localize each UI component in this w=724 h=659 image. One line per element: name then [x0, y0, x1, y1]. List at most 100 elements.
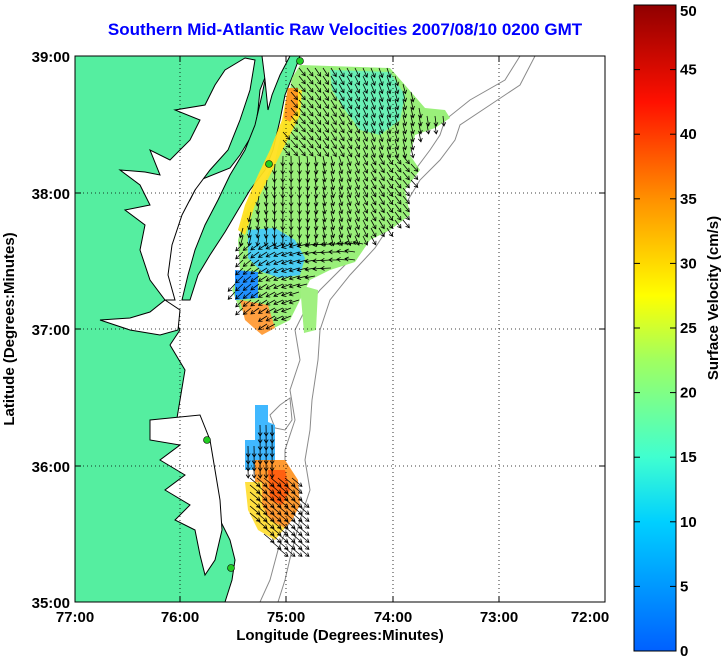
velocity-arrow [338, 123, 345, 134]
y-tick-label: 38:00 [32, 186, 70, 203]
james-river [99, 299, 181, 336]
velocity-arrow [410, 91, 415, 103]
velocity-arrow [378, 155, 385, 166]
velocity-arrow [270, 505, 282, 515]
velocity-arrow [277, 491, 289, 501]
velocity-arrow [314, 147, 322, 157]
y-tick-label: 37:00 [32, 322, 70, 339]
velocity-arrow [238, 227, 244, 239]
velocity-arrow [314, 139, 322, 149]
velocity-arrow [370, 67, 376, 78]
velocity-arrow [284, 512, 296, 522]
velocity-arrow [298, 512, 310, 522]
velocity-arrow [306, 131, 314, 141]
velocity-arrow [298, 526, 310, 536]
land-delmarva [181, 56, 301, 301]
velocity-arrow [270, 526, 282, 536]
velocity-arrow [306, 99, 314, 109]
velocity-arrow [296, 275, 308, 280]
velocity-arrow [330, 227, 336, 239]
velocity-arrow [263, 219, 269, 231]
velocity-arrow [394, 203, 402, 213]
velocity-arrow [272, 171, 277, 183]
velocity-arrow [290, 91, 298, 101]
velocity-arrow [314, 83, 322, 93]
y-axis-label: Latitude (Degrees:Minutes) [1, 232, 18, 425]
velocity-region-north-slowest [235, 270, 258, 300]
velocity-arrow [306, 147, 314, 157]
velocity-arrow [386, 91, 392, 103]
velocity-arrow [330, 123, 337, 134]
velocity-arrow [265, 259, 276, 266]
velocity-arrow [354, 99, 361, 110]
velocity-arrow [247, 211, 252, 223]
velocity-arrow [235, 291, 244, 300]
velocity-arrow [370, 99, 376, 110]
velocity-arrow [338, 163, 344, 175]
velocity-arrow [273, 315, 284, 322]
velocity-arrow [263, 477, 275, 487]
velocity-arrow [410, 163, 419, 172]
velocity-arrow [306, 75, 314, 85]
velocity-arrow [249, 484, 261, 494]
velocity-arrow [346, 195, 352, 207]
velocity-arrow [402, 107, 408, 119]
velocity-arrow [298, 131, 306, 141]
velocity-arrow [263, 491, 275, 501]
velocity-arrow [288, 275, 300, 281]
velocity-arrow [386, 99, 392, 111]
velocity-arrow [370, 235, 377, 246]
velocity-arrow [280, 259, 292, 265]
velocity-arrow [298, 99, 306, 109]
colorbar-tick-label: 35 [680, 191, 697, 208]
velocity-arrow [250, 251, 260, 259]
velocity-arrow [291, 519, 303, 529]
velocity-arrow [402, 147, 408, 159]
velocity-arrow [394, 171, 402, 181]
velocity-arrow [378, 67, 384, 79]
velocity-arrow [354, 107, 361, 118]
velocity-arrow [242, 299, 252, 307]
velocity-arrow [305, 195, 311, 207]
velocity-arrow [305, 171, 311, 183]
colorbar-tick-label: 20 [680, 385, 697, 402]
velocity-arrow [378, 99, 384, 111]
velocity-arrow [338, 187, 344, 199]
velocity-arrow [330, 219, 336, 231]
velocity-arrow [330, 211, 336, 223]
velocity-arrow [330, 155, 336, 167]
velocity-arrow [402, 211, 410, 221]
velocity-arrow [354, 227, 360, 238]
velocity-arrow [386, 195, 394, 205]
velocity-arrow [386, 67, 392, 79]
velocity-arrow [410, 147, 415, 159]
velocity-arrow [433, 123, 439, 135]
velocity-arrow [322, 83, 329, 94]
velocity-arrow [235, 267, 244, 276]
velocity-arrow [425, 123, 431, 135]
velocity-arrows [227, 67, 447, 557]
velocity-arrow [284, 498, 296, 508]
velocity-arrow [297, 195, 302, 207]
velocity-arrow [242, 307, 252, 315]
velocity-arrow [354, 203, 360, 214]
velocity-arrow [354, 91, 361, 102]
velocity-arrow [402, 155, 410, 165]
velocity-arrow [298, 519, 310, 529]
velocity-arrow [338, 131, 345, 142]
x-tick-label: 76:00 [161, 609, 199, 626]
velocity-arrow [298, 533, 310, 543]
velocity-arrow [378, 179, 385, 190]
velocity-arrow [410, 123, 415, 135]
velocity-arrow [322, 139, 329, 150]
velocity-arrow [247, 227, 252, 239]
velocity-arrow [284, 526, 296, 536]
velocity-arrow [277, 547, 289, 557]
velocity-arrow [394, 195, 402, 205]
velocity-arrow [256, 519, 268, 529]
velocity-arrow [305, 179, 311, 191]
velocity-arrow [330, 67, 337, 78]
velocity-arrow [297, 179, 302, 191]
velocity-arrow [306, 83, 314, 93]
velocity-arrow [288, 291, 300, 297]
